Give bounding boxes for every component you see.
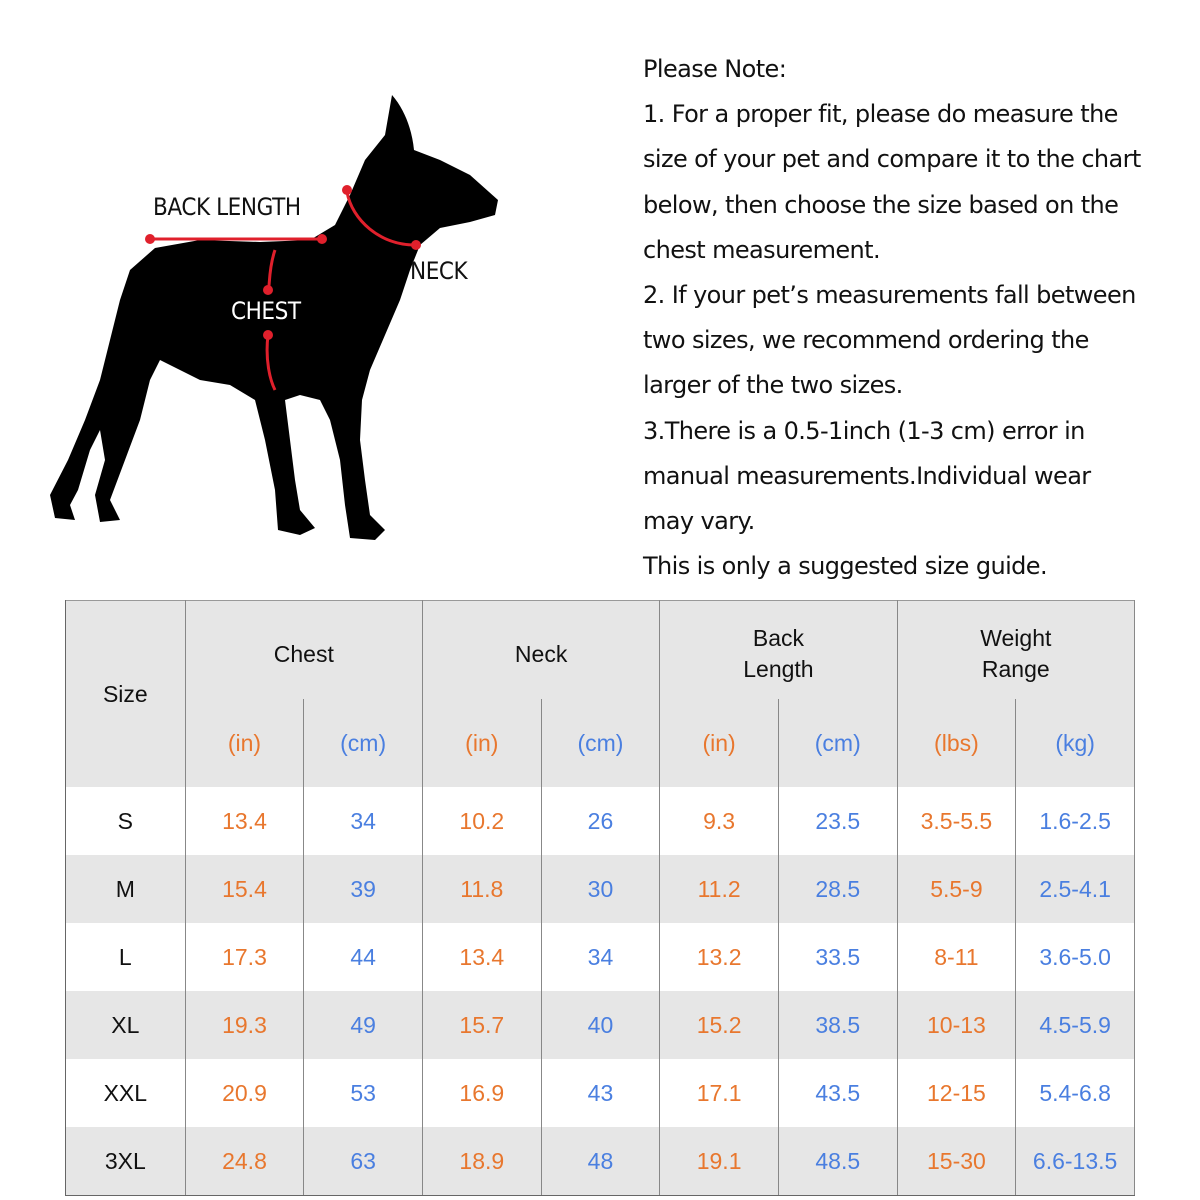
please-note: Please Note: 1. For a proper fit, please … bbox=[643, 50, 1183, 592]
group-header: Back Length bbox=[659, 600, 898, 699]
unit-header: (cm) bbox=[777, 699, 898, 787]
value-cell: 44 bbox=[303, 923, 423, 991]
size-cell: L bbox=[65, 923, 186, 991]
note-line: chest measurement. bbox=[643, 235, 881, 264]
value-cell: 30 bbox=[540, 855, 660, 923]
measurement-points bbox=[145, 185, 421, 340]
value-cell: 40 bbox=[540, 991, 660, 1059]
table-row: L 17.3 44 13.4 34 13.2 33.5 8-11 3.6-5.0 bbox=[65, 923, 1135, 991]
value-cell: 48 bbox=[540, 1127, 660, 1196]
value-cell: 15-30 bbox=[896, 1127, 1016, 1196]
value-cell: 15.2 bbox=[659, 991, 779, 1059]
value-cell: 3.5-5.5 bbox=[896, 787, 1016, 855]
unit-header: (in) bbox=[659, 699, 779, 787]
dog-silhouette bbox=[50, 95, 498, 540]
value-cell: 19.1 bbox=[659, 1127, 779, 1196]
value-cell: 23.5 bbox=[777, 787, 898, 855]
size-chart-table: Size Chest Neck Back Length Weight Range (in… bbox=[65, 600, 1136, 1196]
value-cell: 11.8 bbox=[421, 855, 542, 923]
note-heading: Please Note: bbox=[643, 55, 787, 83]
note-line: larger of the two sizes. bbox=[643, 371, 903, 400]
value-cell: 9.3 bbox=[659, 787, 779, 855]
value-cell: 34 bbox=[540, 923, 660, 991]
note-line: two sizes, we recommend ordering the bbox=[643, 326, 1089, 355]
value-cell: 39 bbox=[303, 855, 423, 923]
value-cell: 28.5 bbox=[777, 855, 898, 923]
value-cell: 20.9 bbox=[184, 1059, 304, 1127]
note-line: This is only a suggested size guide. bbox=[643, 552, 1048, 581]
note-line: 1. For a proper fit, please do measure t… bbox=[643, 100, 1118, 129]
value-cell: 4.5-5.9 bbox=[1015, 991, 1135, 1059]
unit-header: (lbs) bbox=[896, 699, 1016, 787]
value-cell: 6.6-13.5 bbox=[1015, 1127, 1135, 1196]
value-cell: 24.8 bbox=[184, 1127, 304, 1196]
unit-header: (in) bbox=[421, 699, 542, 787]
size-cell: S bbox=[65, 787, 186, 855]
group-header: Neck bbox=[421, 600, 660, 699]
size-cell: XL bbox=[65, 991, 186, 1059]
value-cell: 19.3 bbox=[184, 991, 304, 1059]
table-row: XXL 20.9 53 16.9 43 17.1 43.5 12-15 5.4-6.8 bbox=[65, 1059, 1135, 1127]
value-cell: 2.5-4.1 bbox=[1015, 855, 1135, 923]
table-row: 3XL 24.8 63 18.9 48 19.1 48.5 15-30 6.6-13.5 bbox=[65, 1127, 1135, 1196]
value-cell: 16.9 bbox=[421, 1059, 542, 1127]
back-length-label: BACK LENGTH bbox=[153, 193, 301, 221]
size-cell: M bbox=[65, 855, 186, 923]
value-cell: 15.7 bbox=[421, 991, 542, 1059]
table-row: S 13.4 34 10.2 26 9.3 23.5 3.5-5.5 1.6-2.5 bbox=[65, 787, 1135, 855]
note-line: 3.There is a 0.5-1inch (1-3 cm) error in bbox=[643, 416, 1085, 445]
value-cell: 10-13 bbox=[896, 991, 1016, 1059]
dog-measurement-diagram bbox=[50, 95, 498, 540]
measurement-lines bbox=[150, 191, 416, 391]
value-cell: 8-11 bbox=[896, 923, 1016, 991]
unit-header: (cm) bbox=[303, 699, 423, 787]
unit-header: (cm) bbox=[540, 699, 660, 787]
size-cell: XXL bbox=[65, 1059, 186, 1127]
note-line: manual measurements.Individual wear bbox=[643, 461, 1091, 490]
value-cell: 43 bbox=[540, 1059, 660, 1127]
value-cell: 1.6-2.5 bbox=[1015, 787, 1135, 855]
value-cell: 17.1 bbox=[659, 1059, 779, 1127]
value-cell: 18.9 bbox=[421, 1127, 542, 1196]
unit-header: (kg) bbox=[1015, 699, 1135, 787]
dog-tail bbox=[124, 284, 140, 300]
neck-label: NECK bbox=[410, 257, 468, 285]
value-cell: 38.5 bbox=[777, 991, 898, 1059]
value-cell: 15.4 bbox=[184, 855, 304, 923]
note-line: below, then choose the size based on the bbox=[643, 190, 1119, 219]
value-cell: 49 bbox=[303, 991, 423, 1059]
note-line: size of your pet and compare it to the c… bbox=[643, 145, 1141, 174]
value-cell: 63 bbox=[303, 1127, 423, 1196]
value-cell: 11.2 bbox=[659, 855, 779, 923]
value-cell: 13.4 bbox=[421, 923, 542, 991]
value-cell: 33.5 bbox=[777, 923, 898, 991]
value-cell: 26 bbox=[540, 787, 660, 855]
unit-header: (in) bbox=[184, 699, 304, 787]
value-cell: 12-15 bbox=[896, 1059, 1016, 1127]
value-cell: 17.3 bbox=[184, 923, 304, 991]
group-header: Weight Range bbox=[896, 600, 1136, 699]
note-line: 2. If your pet’s measurements fall betwe… bbox=[643, 280, 1136, 309]
neck-line bbox=[345, 191, 416, 247]
size-cell: 3XL bbox=[65, 1127, 186, 1196]
table-row: M 15.4 39 11.8 30 11.2 28.5 5.5-9 2.5-4.1 bbox=[65, 855, 1135, 923]
value-cell: 13.4 bbox=[184, 787, 304, 855]
value-cell: 13.2 bbox=[659, 923, 779, 991]
value-cell: 43.5 bbox=[777, 1059, 898, 1127]
value-cell: 34 bbox=[303, 787, 423, 855]
value-cell: 48.5 bbox=[777, 1127, 898, 1196]
group-header: Chest bbox=[184, 600, 423, 699]
table-row: XL 19.3 49 15.7 40 15.2 38.5 10-13 4.5-5.9 bbox=[65, 991, 1135, 1059]
chest-label: CHEST bbox=[231, 297, 301, 325]
value-cell: 10.2 bbox=[421, 787, 542, 855]
value-cell: 5.4-6.8 bbox=[1015, 1059, 1135, 1127]
value-cell: 3.6-5.0 bbox=[1015, 923, 1135, 991]
size-header: Size bbox=[65, 600, 186, 787]
value-cell: 5.5-9 bbox=[896, 855, 1016, 923]
value-cell: 53 bbox=[303, 1059, 423, 1127]
note-line: may vary. bbox=[643, 506, 755, 535]
